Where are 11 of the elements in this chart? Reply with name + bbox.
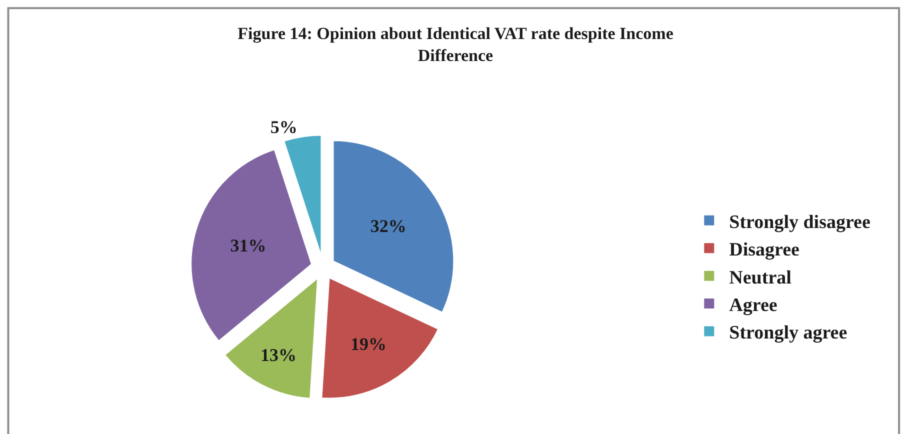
legend-label: Strongly agree [729, 322, 848, 344]
legend-label: Strongly disagree [729, 212, 870, 233]
data-label: 31% [230, 236, 266, 256]
legend-label: Disagree [729, 240, 800, 261]
data-label: 32% [370, 216, 406, 236]
legend-label: Neutral [729, 267, 792, 288]
data-label: 13% [260, 344, 297, 365]
data-label: 5% [270, 116, 298, 137]
chart-title: Figure 14: Opinion about Identical VAT rate despite Income Difference [238, 24, 674, 66]
legend-label: Agree [729, 294, 778, 316]
data-label: 19% [350, 334, 386, 354]
